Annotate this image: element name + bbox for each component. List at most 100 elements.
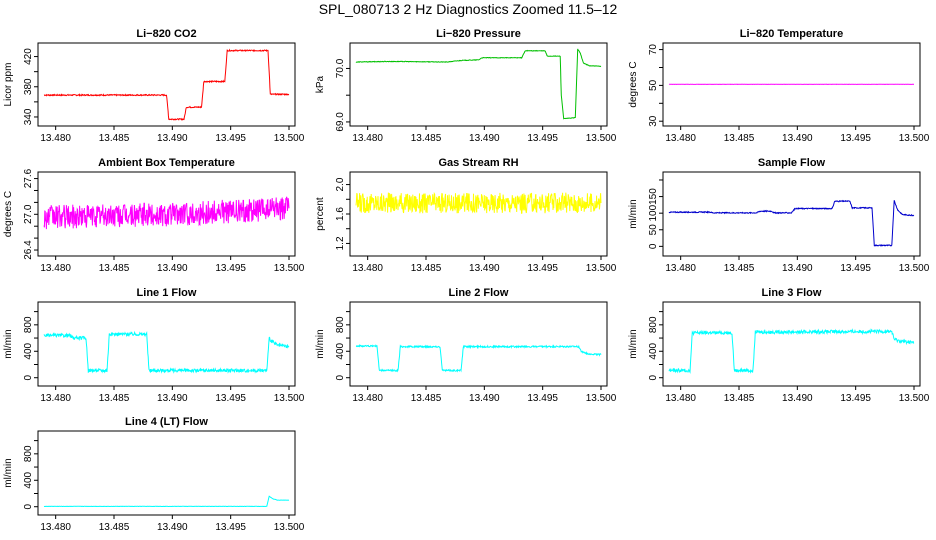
panel-title: Line 3 Flow — [762, 287, 822, 299]
y-axis-label: ml/min — [315, 329, 326, 358]
panel-title: Li−820 Temperature — [740, 28, 843, 40]
x-tick-label: 13.500 — [586, 263, 617, 274]
chart-panel-2: Li−820 Pressure 13.480 13.485 13.490 13.495 1… — [315, 28, 617, 144]
y-tick-label: 100 — [648, 204, 659, 221]
y-tick-label: 800 — [335, 316, 346, 333]
panel-title: Li−820 Pressure — [436, 28, 521, 40]
x-tick-label: 13.495 — [215, 133, 246, 144]
x-tick-label: 13.500 — [274, 263, 305, 274]
series-line — [668, 199, 915, 247]
x-tick-label: 13.495 — [840, 133, 871, 144]
series-line — [43, 48, 290, 121]
x-tick-label: 13.480 — [40, 263, 71, 274]
series-line — [43, 330, 290, 374]
chart-panel-4: Ambient Box Temperature 13.480 13.485 13.49… — [3, 157, 305, 274]
series-line — [668, 328, 915, 374]
y-axis-label: ml/min — [628, 329, 639, 358]
y-tick-label: 27.0 — [23, 204, 34, 224]
x-tick-label: 13.500 — [586, 133, 617, 144]
x-tick-label: 13.500 — [586, 393, 617, 404]
x-tick-label: 13.485 — [724, 133, 755, 144]
y-tick-label: 30 — [648, 115, 659, 127]
y-tick-label: 50 — [648, 224, 659, 236]
x-tick-label: 13.490 — [469, 263, 500, 274]
chart-panel-8: Line 2 Flow 13.480 13.485 13.490 13.495 13.50… — [315, 287, 617, 404]
x-tick-label: 13.490 — [157, 133, 188, 144]
plot-frame — [37, 42, 296, 127]
x-tick-label: 13.480 — [665, 393, 696, 404]
x-tick-label: 13.485 — [99, 393, 130, 404]
chart-panel-1: Li−820 CO2 13.480 13.485 13.490 13.495 13.500… — [3, 28, 305, 144]
x-tick-label: 13.485 — [724, 263, 755, 274]
y-tick-label: 1.2 — [335, 236, 346, 250]
y-tick-label: 70.0 — [335, 58, 346, 78]
y-tick-label: 0 — [23, 374, 34, 380]
x-tick-label: 13.490 — [157, 263, 188, 274]
x-tick-label: 13.490 — [469, 393, 500, 404]
y-axis-label: Licor ppm — [3, 63, 14, 107]
y-axis-label: degrees C — [628, 61, 639, 107]
chart-panel-5: Gas Stream RH 13.480 13.485 13.490 13.495 13.… — [315, 157, 617, 274]
figure-title: SPL_080713 2 Hz Diagnostics Zoomed 11.5–… — [318, 1, 618, 17]
x-tick-label: 13.480 — [665, 263, 696, 274]
panel-title: Line 4 (LT) Flow — [125, 416, 208, 428]
x-tick-label: 13.500 — [274, 393, 305, 404]
x-tick-label: 13.490 — [157, 393, 188, 404]
x-tick-label: 13.485 — [99, 522, 130, 533]
y-tick-label: 0 — [335, 374, 346, 380]
x-tick-label: 13.480 — [40, 522, 71, 533]
x-tick-label: 13.500 — [899, 393, 930, 404]
plot-frame — [662, 171, 921, 257]
y-tick-label: 150 — [648, 188, 659, 205]
x-tick-label: 13.500 — [899, 263, 930, 274]
chart-panel-9: Line 3 Flow 13.480 13.485 13.490 13.495 13.50… — [628, 287, 930, 404]
y-axis-label: degrees C — [3, 191, 14, 237]
x-tick-label: 13.500 — [274, 522, 305, 533]
x-tick-label: 13.495 — [215, 263, 246, 274]
series-line — [355, 191, 602, 214]
y-tick-label: 400 — [335, 342, 346, 359]
series-line — [355, 48, 602, 120]
x-tick-label: 13.495 — [840, 393, 871, 404]
x-tick-label: 13.495 — [840, 263, 871, 274]
x-tick-label: 13.485 — [99, 263, 130, 274]
plot-frame — [37, 301, 296, 387]
x-tick-label: 13.495 — [527, 133, 558, 144]
x-tick-label: 13.490 — [782, 133, 813, 144]
y-tick-label: 50 — [648, 79, 659, 91]
x-tick-label: 13.490 — [782, 263, 813, 274]
x-tick-label: 13.480 — [352, 263, 383, 274]
y-tick-label: 70 — [648, 44, 659, 56]
plot-frame — [37, 430, 296, 516]
chart-panel-10: Line 4 (LT) Flow 13.480 13.485 13.490 13.495… — [3, 416, 305, 533]
y-axis-label: ml/min — [3, 329, 14, 358]
x-tick-label: 13.480 — [40, 393, 71, 404]
y-axis-label: ml/min — [3, 458, 14, 487]
y-tick-label: 400 — [648, 342, 659, 359]
x-tick-label: 13.495 — [215, 522, 246, 533]
y-tick-label: 400 — [23, 342, 34, 359]
chart-panel-6: Sample Flow 13.480 13.485 13.490 13.495 13.50… — [628, 157, 930, 274]
plot-frame — [349, 301, 608, 387]
panel-title: Ambient Box Temperature — [98, 157, 235, 169]
series-line — [355, 343, 602, 373]
x-tick-label: 13.485 — [724, 393, 755, 404]
x-tick-label: 13.500 — [274, 133, 305, 144]
plot-frame — [662, 42, 921, 127]
x-tick-label: 13.500 — [899, 133, 930, 144]
y-axis-label: kPa — [315, 75, 326, 93]
x-tick-label: 13.485 — [411, 133, 442, 144]
y-tick-label: 27.6 — [23, 168, 34, 188]
x-tick-label: 13.480 — [40, 133, 71, 144]
y-tick-label: 69.0 — [335, 112, 346, 132]
y-tick-label: 26.4 — [23, 240, 34, 260]
series-line — [43, 495, 290, 508]
y-tick-label: 420 — [23, 48, 34, 65]
y-tick-label: 380 — [23, 78, 34, 95]
y-tick-label: 340 — [23, 108, 34, 125]
x-tick-label: 13.480 — [352, 393, 383, 404]
y-tick-label: 800 — [648, 316, 659, 333]
x-tick-label: 13.490 — [157, 522, 188, 533]
panel-title: Line 2 Flow — [449, 287, 509, 299]
